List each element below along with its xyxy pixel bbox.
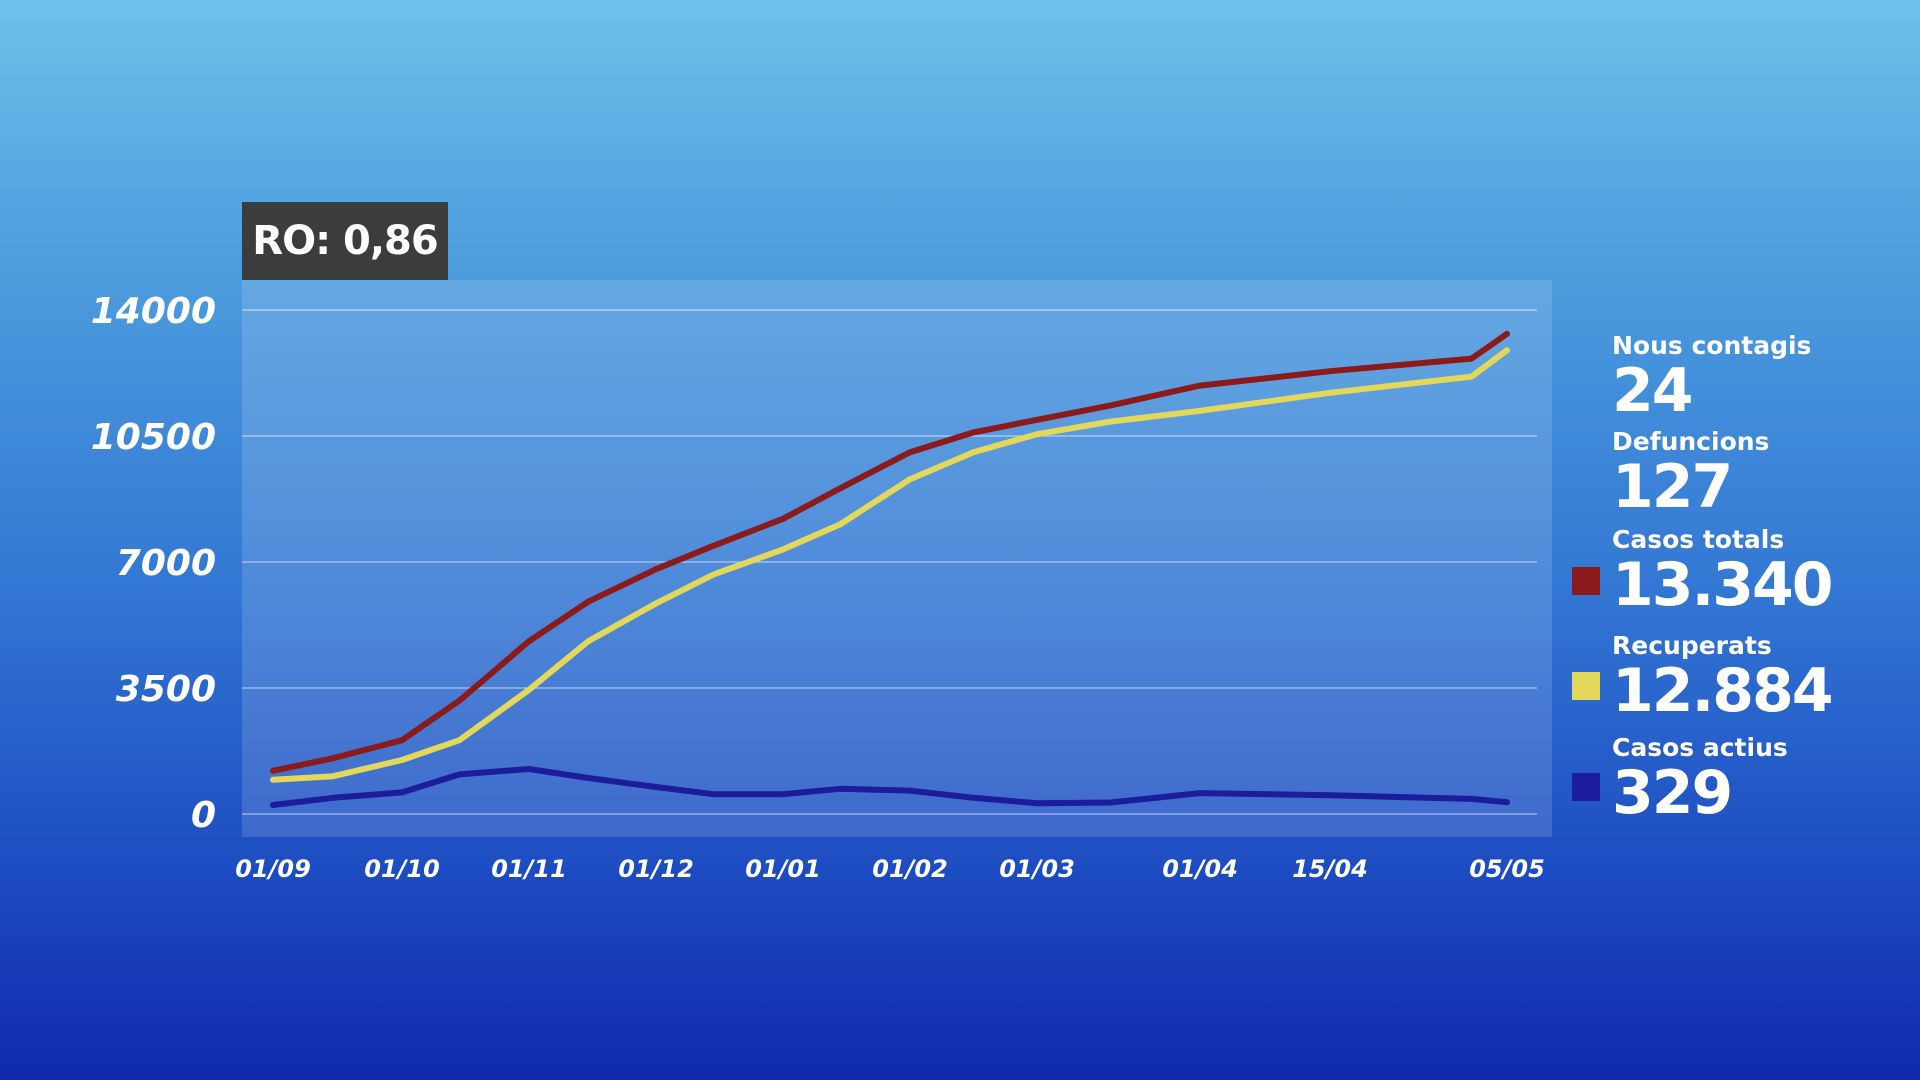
stat-label: Casos actius	[1612, 733, 1788, 762]
stat-label: Casos totals	[1612, 525, 1785, 554]
y-tick-label: 10500	[91, 417, 216, 458]
x-tick-label: 01/01	[745, 855, 821, 883]
y-tick-label: 7000	[116, 543, 216, 584]
x-tick-label: 15/04	[1292, 855, 1368, 883]
y-tick-label: 0	[191, 795, 216, 836]
x-tick-label: 01/03	[999, 855, 1075, 883]
stat-value: 329	[1612, 758, 1733, 828]
stat-casos-totals: Casos totals 13.340	[1612, 525, 1834, 620]
ro-badge: RO: 0,86	[242, 202, 448, 280]
stat-value: 13.340	[1612, 550, 1834, 620]
stat-nous-contagis: Nous contagis 24	[1612, 331, 1812, 426]
stat-label: Nous contagis	[1612, 331, 1812, 360]
stat-value: 24	[1612, 356, 1694, 426]
series-line-casos-actius	[270, 766, 1510, 808]
x-tick-label: 01/09	[235, 855, 311, 883]
legend-swatch-casos-totals	[1572, 567, 1600, 595]
legend-swatch-recuperats	[1572, 672, 1600, 700]
y-axis: 0 3500 7000 10500 14000	[91, 291, 216, 836]
x-tick-label: 01/11	[491, 855, 567, 883]
x-tick-label: 01/04	[1162, 855, 1238, 883]
stat-recuperats: Recuperats 12.884	[1612, 631, 1834, 726]
x-tick-label: 01/12	[618, 855, 694, 883]
stat-defuncions: Defuncions 127	[1612, 427, 1770, 522]
series-line-casos-totals	[270, 330, 1510, 774]
x-tick-label: 01/10	[364, 855, 440, 883]
y-tick-label: 14000	[91, 291, 216, 332]
stat-value: 127	[1612, 452, 1733, 522]
legend-swatch-casos-actius	[1572, 773, 1600, 801]
series-line-recuperats	[270, 347, 1510, 783]
stat-casos-actius: Casos actius 329	[1612, 733, 1788, 828]
stat-label: Recuperats	[1612, 631, 1772, 660]
series-lines	[270, 330, 1510, 808]
x-tick-label: 05/05	[1469, 855, 1545, 883]
x-tick-label: 01/02	[872, 855, 948, 883]
stat-label: Defuncions	[1612, 427, 1770, 456]
grid-lines	[242, 309, 1537, 815]
y-tick-label: 3500	[116, 669, 216, 710]
x-axis: 01/09 01/10 01/11 01/12 01/01 01/02 01/03 01/04…	[235, 855, 1545, 883]
plot-background	[242, 280, 1552, 837]
stat-value: 12.884	[1612, 656, 1834, 726]
